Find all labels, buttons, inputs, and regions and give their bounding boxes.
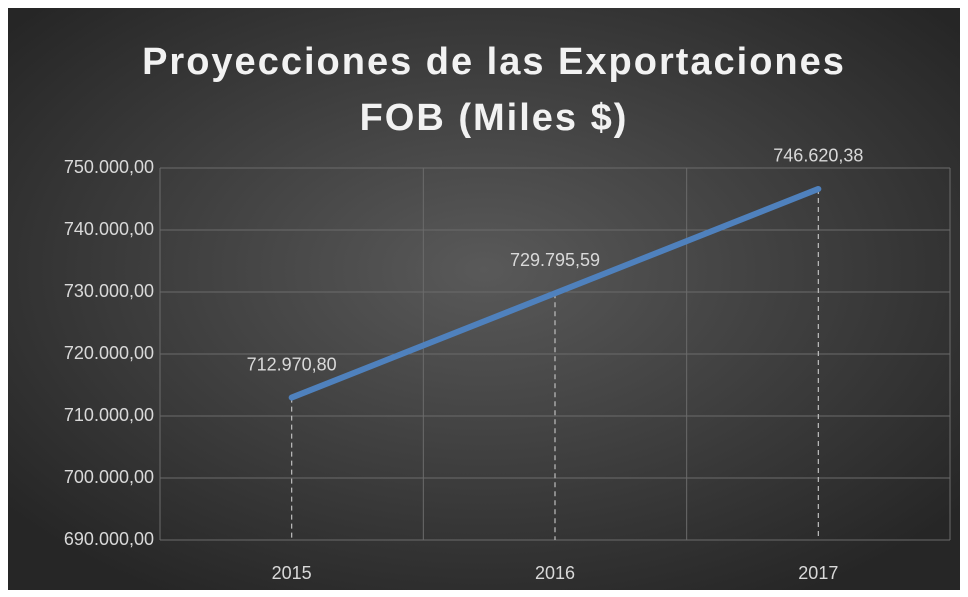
data-label: 712.970,80 — [247, 354, 337, 374]
y-tick-label: 720.000,00 — [64, 343, 154, 363]
x-tick-label: 2015 — [272, 563, 312, 583]
x-tick-label: 2017 — [798, 563, 838, 583]
y-tick-label: 710.000,00 — [64, 405, 154, 425]
x-tick-label: 2016 — [535, 563, 575, 583]
y-tick-label: 750.000,00 — [64, 157, 154, 177]
chart-title: Proyecciones de las Exportaciones FOB (M… — [142, 41, 846, 139]
series-line — [288, 185, 822, 401]
y-tick-label: 690.000,00 — [64, 529, 154, 549]
chart-background — [8, 8, 960, 590]
y-tick-label: 730.000,00 — [64, 281, 154, 301]
data-label: 746.620,38 — [773, 146, 863, 166]
y-tick-label: 740.000,00 — [64, 219, 154, 239]
y-tick-label: 700.000,00 — [64, 467, 154, 487]
data-label: 729.795,59 — [510, 250, 600, 270]
